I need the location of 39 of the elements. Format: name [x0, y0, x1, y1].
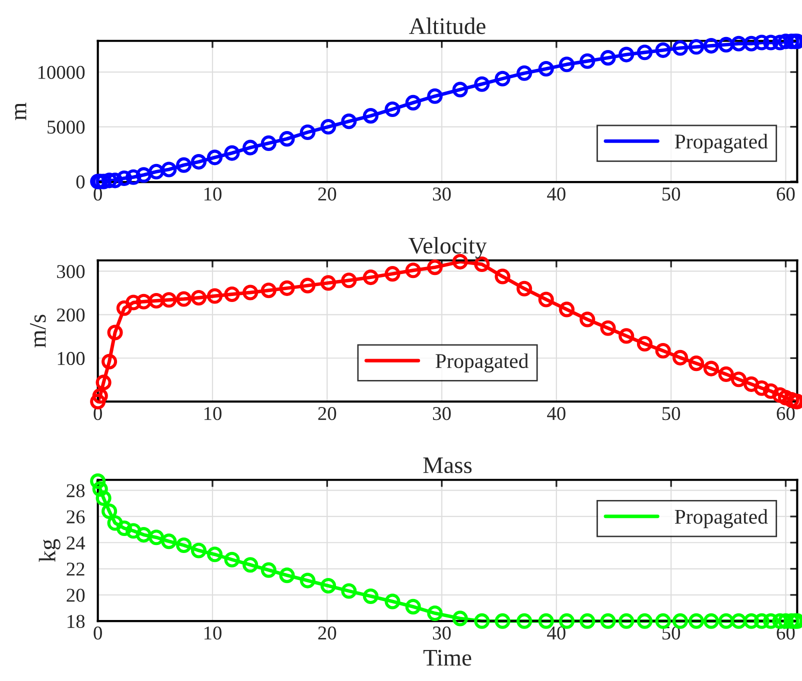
x-tick-label: 50: [662, 187, 680, 201]
y-tick-label: 0: [76, 175, 85, 188]
y-axis-title: m: [15, 102, 26, 120]
x-tick-label: 20: [318, 406, 336, 420]
y-axis-title: kg: [38, 539, 60, 562]
legend-label: Propagated: [674, 134, 768, 153]
x-tick-label: 10: [204, 187, 222, 201]
y-tick-label: 26: [66, 510, 85, 524]
x-tick-label: 40: [547, 187, 566, 201]
chart-title: Velocity: [408, 237, 487, 259]
legend-label: Propagated: [436, 353, 528, 372]
y-axis-title: m/s: [30, 314, 46, 348]
y-tick-label: 10000: [38, 66, 85, 79]
x-tick-label: 60: [776, 406, 795, 420]
y-tick-label: 300: [57, 265, 85, 278]
y-tick-label: 22: [66, 562, 84, 576]
y-tick-label: 100: [58, 352, 85, 366]
x-tick-label: 10: [204, 406, 222, 420]
x-tick-label: 20: [318, 187, 336, 201]
y-tick-label: 20: [66, 588, 85, 602]
x-tick-label: 40: [547, 406, 566, 420]
x-tick-label: 40: [547, 626, 566, 640]
legend-label: Propagated: [674, 509, 768, 528]
x-tick-label: 50: [662, 406, 680, 420]
x-axis-title: Time: [423, 650, 472, 666]
y-tick-label: 28: [66, 484, 85, 498]
y-tick-label: 24: [66, 536, 86, 550]
x-tick-label: 10: [204, 626, 222, 640]
y-tick-label: 200: [57, 308, 85, 322]
x-tick-label: 20: [318, 626, 336, 640]
x-tick-label: 30: [432, 626, 451, 640]
chart-title: Mass: [423, 457, 472, 474]
x-tick-label: 30: [432, 406, 451, 420]
chart-title: Altitude: [409, 18, 486, 34]
x-tick-label: 30: [432, 187, 451, 201]
x-tick-label: 0: [94, 626, 102, 640]
y-tick-label: 18: [68, 614, 85, 628]
x-tick-label: 60: [776, 187, 795, 201]
y-tick-label: 5000: [48, 120, 85, 134]
